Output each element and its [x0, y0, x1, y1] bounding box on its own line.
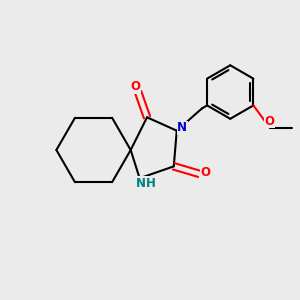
Text: N: N	[136, 177, 146, 190]
Text: O: O	[265, 115, 275, 128]
Text: O: O	[131, 80, 141, 93]
Text: H: H	[146, 177, 156, 190]
Text: O: O	[201, 166, 211, 179]
Text: N: N	[177, 121, 187, 134]
